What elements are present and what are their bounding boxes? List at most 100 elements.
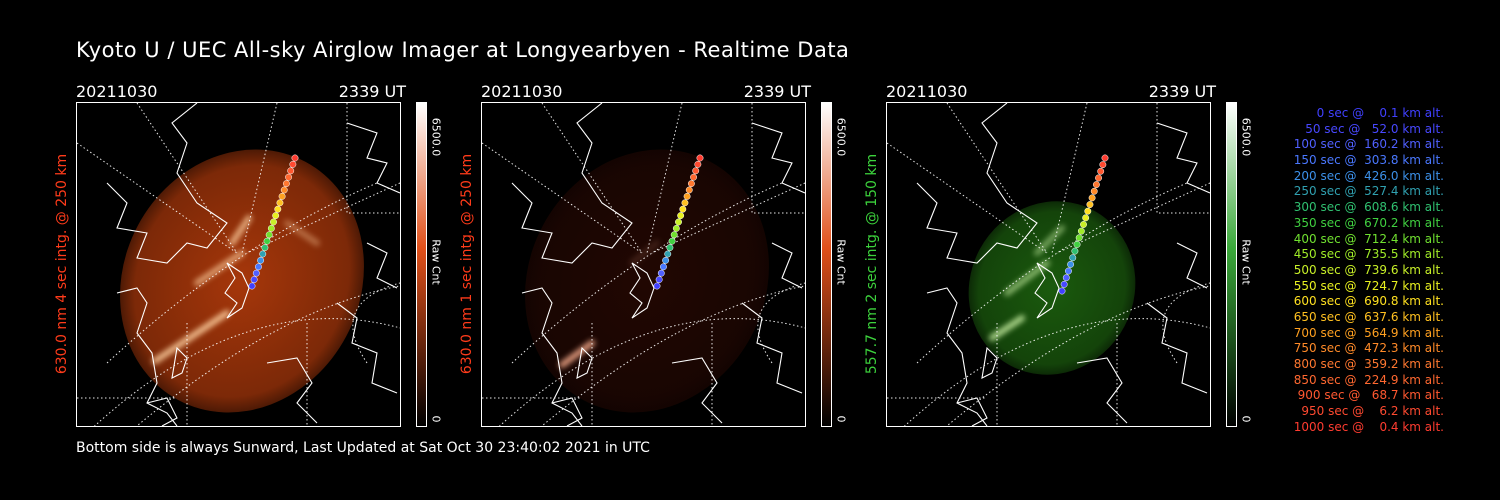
trajectory-point	[263, 237, 271, 245]
colorbar-min-text: 0	[429, 415, 443, 423]
panel-time: 2339 UT	[338, 82, 406, 101]
trajectory-point	[690, 173, 698, 181]
panel-wavelength-label: 630.0 nm 1 sec intg. @ 250 km	[456, 102, 478, 425]
trajectory-point	[1097, 167, 1105, 175]
legend-row: 950 sec @ 6.2 km alt.	[1297, 404, 1444, 419]
trajectory-point	[287, 167, 295, 175]
trajectory-point	[255, 263, 262, 271]
colorbar-min-text: 0	[1239, 415, 1253, 423]
legend-row: 300 sec @ 608.6 km alt.	[1289, 200, 1444, 215]
panel-time: 2339 UT	[743, 82, 811, 101]
lat-lon-grid	[887, 103, 1210, 426]
colorbar-unit-label: Raw Cnt	[1238, 232, 1254, 292]
legend-row: 900 sec @ 68.7 km alt.	[1293, 388, 1444, 403]
trajectory-point	[692, 167, 700, 175]
trajectory-point	[252, 269, 260, 277]
panel-wavelength-text: 630.0 nm 1 sec intg. @ 250 km	[459, 153, 475, 374]
trajectory-point	[655, 276, 663, 284]
legend-row: 850 sec @ 224.9 km alt.	[1289, 372, 1444, 387]
colorbar-unit-text: Raw Cnt	[429, 239, 443, 285]
trajectory-point	[289, 160, 297, 168]
trajectory-point	[259, 250, 267, 258]
trajectory-point	[248, 282, 256, 290]
trajectory-point	[1075, 234, 1083, 242]
trajectory-point	[677, 212, 685, 220]
coastline	[511, 103, 805, 426]
colorbar	[1226, 102, 1237, 427]
colorbar-unit-text: Raw Cnt	[1239, 239, 1253, 285]
trajectory-point	[285, 173, 293, 181]
colorbar-min-label: 0	[833, 412, 849, 426]
aurora-streak	[1004, 260, 1050, 296]
legend-row: 200 sec @ 426.0 km alt.	[1289, 168, 1444, 183]
trajectory-point	[664, 250, 672, 258]
aurora-streak	[559, 340, 595, 368]
trajectory-point	[261, 244, 269, 252]
colorbar-min-text: 0	[834, 415, 848, 423]
colorbar-max-label: 6500.0	[1238, 102, 1254, 172]
lat-lon-grid	[482, 103, 805, 426]
legend-row: 250 sec @ 527.4 km alt.	[1289, 184, 1444, 199]
trajectory-track	[653, 154, 704, 290]
airglow-field	[968, 201, 1136, 375]
panel-date: 20211030	[886, 82, 968, 101]
trajectory-point	[653, 282, 661, 290]
trajectory-point	[282, 180, 290, 188]
trajectory-point	[666, 244, 674, 252]
legend-row: 750 sec @ 472.3 km alt.	[1289, 341, 1444, 356]
trajectory-point	[694, 160, 702, 168]
airglow-field	[120, 149, 364, 413]
legend-row: 100 sec @ 160.2 km alt.	[1289, 137, 1444, 152]
aurora-streak	[629, 240, 660, 266]
trajectory-point	[1062, 274, 1070, 282]
aurora-streak	[989, 315, 1025, 341]
trajectory-point	[681, 199, 689, 207]
panel-wavelength-label: 557.7 nm 2 sec intg. @ 150 km	[861, 102, 883, 425]
trajectory-point	[696, 154, 704, 162]
legend-row: 700 sec @ 564.9 km alt.	[1289, 325, 1444, 340]
colorbar-max-text: 6500.0	[834, 117, 848, 157]
trajectory-point	[1082, 214, 1090, 222]
trajectory-point	[265, 231, 273, 239]
trajectory-point	[1090, 187, 1098, 195]
trajectory-point	[291, 154, 299, 162]
legend-row: 1000 sec @ 0.4 km alt.	[1293, 419, 1444, 434]
trajectory-point	[270, 218, 277, 226]
trajectory-point	[278, 192, 286, 200]
trajectory-point	[1067, 260, 1075, 268]
trajectory-point	[662, 256, 670, 264]
colorbar-min-label: 0	[428, 412, 444, 426]
airglow-field	[525, 149, 769, 413]
panel-630nm-4sec: 20211030 2339 UT 630.0 nm 4 sec intg. @ …	[54, 82, 443, 432]
lat-lon-grid	[77, 103, 400, 426]
colorbar-max-text: 6500.0	[429, 117, 443, 157]
legend-row: 350 sec @ 670.2 km alt.	[1289, 215, 1444, 230]
colorbar-unit-label: Raw Cnt	[833, 232, 849, 292]
panel-date: 20211030	[76, 82, 158, 101]
panel-wavelength-text: 557.7 nm 2 sec intg. @ 150 km	[864, 153, 880, 374]
panel-wavelength-text: 630.0 nm 4 sec intg. @ 250 km	[54, 153, 70, 374]
panel-date: 20211030	[481, 82, 563, 101]
trajectory-point	[672, 224, 680, 232]
trajectory-point	[683, 192, 691, 200]
trajectory-point	[1088, 194, 1096, 202]
aurora-streak	[194, 250, 245, 286]
coastline	[916, 103, 1210, 426]
legend-row: 50 sec @ 52.0 km alt.	[1297, 121, 1444, 136]
page-title: Kyoto U / UEC All-sky Airglow Imager at …	[76, 38, 850, 62]
trajectory-track	[1058, 154, 1109, 295]
trajectory-point	[660, 263, 667, 271]
trajectory-point	[276, 199, 284, 207]
colorbar-min-label: 0	[1238, 412, 1254, 426]
panel-557nm-2sec: 20211030 2339 UT 557.7 nm 2 sec intg. @ …	[864, 82, 1253, 432]
trajectory-point	[1071, 247, 1079, 255]
footer-note: Bottom side is always Sunward, Last Upda…	[76, 440, 650, 456]
trajectory-point	[1058, 287, 1066, 295]
legend-row: 150 sec @ 303.8 km alt.	[1289, 153, 1444, 168]
colorbar	[821, 102, 832, 427]
trajectory-point	[274, 205, 282, 213]
panel-630nm-1sec: 20211030 2339 UT 630.0 nm 1 sec intg. @ …	[459, 82, 848, 432]
trajectory-point	[1069, 254, 1077, 262]
panel-wavelength-label: 630.0 nm 4 sec intg. @ 250 km	[51, 102, 73, 425]
colorbar-unit-label: Raw Cnt	[428, 232, 444, 292]
